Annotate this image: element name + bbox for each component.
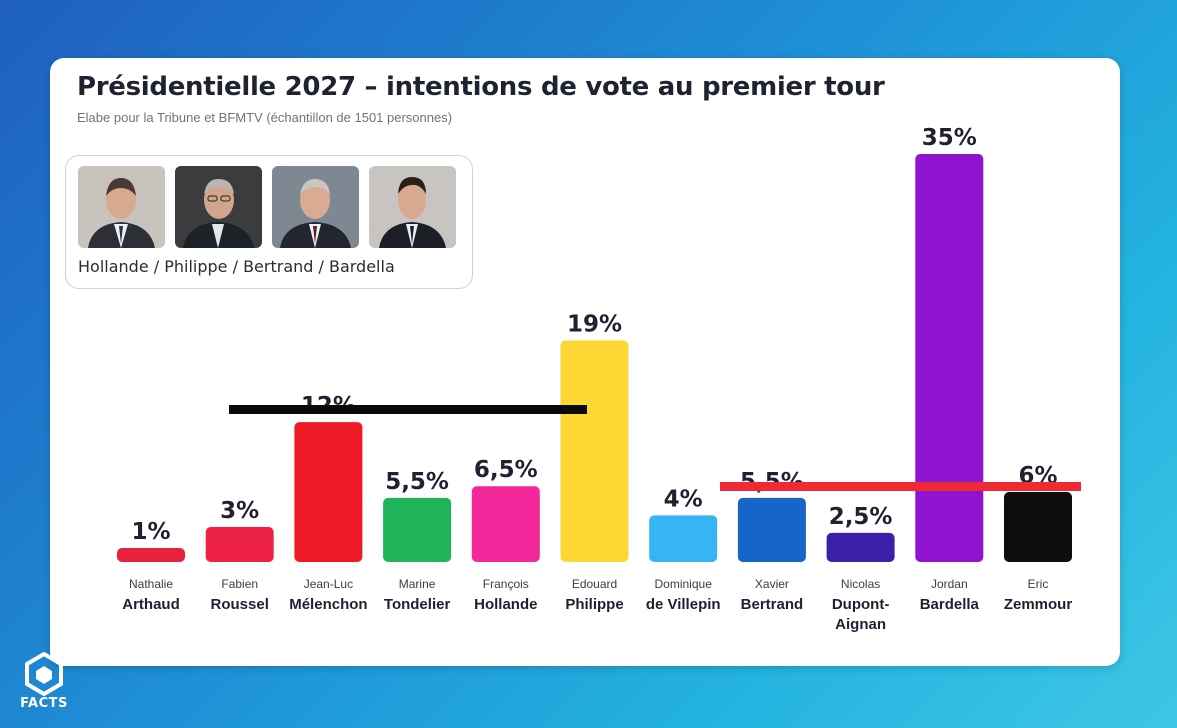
category-first-name-6: Dominique	[655, 577, 713, 591]
value-label-5: 19%	[567, 312, 622, 338]
bar-3	[383, 497, 452, 562]
bar-9	[915, 154, 984, 562]
category-last-name-7: Bertrand	[741, 596, 804, 613]
value-label-0: 1%	[131, 519, 170, 545]
bar-2	[294, 422, 363, 562]
bar-chart: 1%NathalieArthaud3%FabienRoussel12%Jean-…	[117, 125, 1073, 633]
category-last-name-4: Hollande	[474, 596, 537, 613]
chart-subtitle: Elabe pour la Tribune et BFMTV (échantil…	[77, 110, 453, 125]
value-label-4: 6,5%	[474, 457, 538, 483]
category-last-name-0: Arthaud	[122, 596, 180, 613]
chart-card: Présidentielle 2027 – intentions de vote…	[50, 58, 1120, 666]
value-label-1: 3%	[220, 498, 259, 524]
scenario-label: Hollande / Philippe / Bertrand / Bardell…	[78, 257, 395, 276]
category-first-name-4: François	[483, 577, 529, 591]
category-first-name-8: Nicolas	[841, 577, 880, 591]
category-last-name-2: Mélenchon	[289, 596, 367, 613]
bar-4	[471, 486, 540, 562]
category-first-name-1: Fabien	[221, 577, 258, 591]
category-first-name-3: Marine	[399, 577, 436, 591]
bar-7	[737, 497, 806, 562]
category-last-name-8-line2: Aignan	[835, 616, 886, 633]
philippe-photo	[175, 166, 262, 248]
category-last-name-5: Philippe	[565, 596, 623, 613]
bar-0	[117, 548, 185, 562]
bardella-photo	[369, 166, 456, 248]
category-last-name-9: Bardella	[920, 596, 980, 613]
category-last-name-10: Zemmour	[1004, 596, 1073, 613]
bertrand-photo	[272, 166, 359, 248]
category-last-name-1: Roussel	[211, 596, 269, 613]
value-label-8: 2,5%	[829, 504, 893, 530]
bar-6	[649, 515, 718, 562]
category-last-name-3: Tondelier	[384, 596, 451, 613]
bar-8	[826, 532, 895, 562]
chart-title: Présidentielle 2027 – intentions de vote…	[77, 72, 885, 102]
category-first-name-0: Nathalie	[129, 577, 173, 591]
facts-logo-text: FACTS	[20, 696, 68, 711]
category-last-name-8: Dupont-	[832, 596, 889, 613]
category-first-name-9: Jordan	[931, 577, 968, 591]
value-label-3: 5,5%	[385, 469, 449, 495]
value-label-9: 35%	[922, 125, 977, 151]
category-first-name-7: Xavier	[755, 577, 789, 591]
bar-1	[205, 527, 274, 562]
red-strike-line	[720, 482, 1081, 491]
category-first-name-5: Edouard	[572, 577, 617, 591]
scenario-box: Hollande / Philippe / Bertrand / Bardell…	[65, 155, 473, 289]
category-first-name-2: Jean-Luc	[304, 577, 353, 591]
facts-logo-icon	[16, 651, 72, 716]
bar-5	[560, 340, 629, 562]
bar-10	[1004, 492, 1072, 562]
hollande-photo	[78, 166, 165, 248]
black-strike-line	[229, 405, 587, 414]
value-label-6: 4%	[664, 486, 703, 512]
category-first-name-10: Eric	[1028, 577, 1049, 591]
category-last-name-6: de Villepin	[646, 596, 721, 613]
